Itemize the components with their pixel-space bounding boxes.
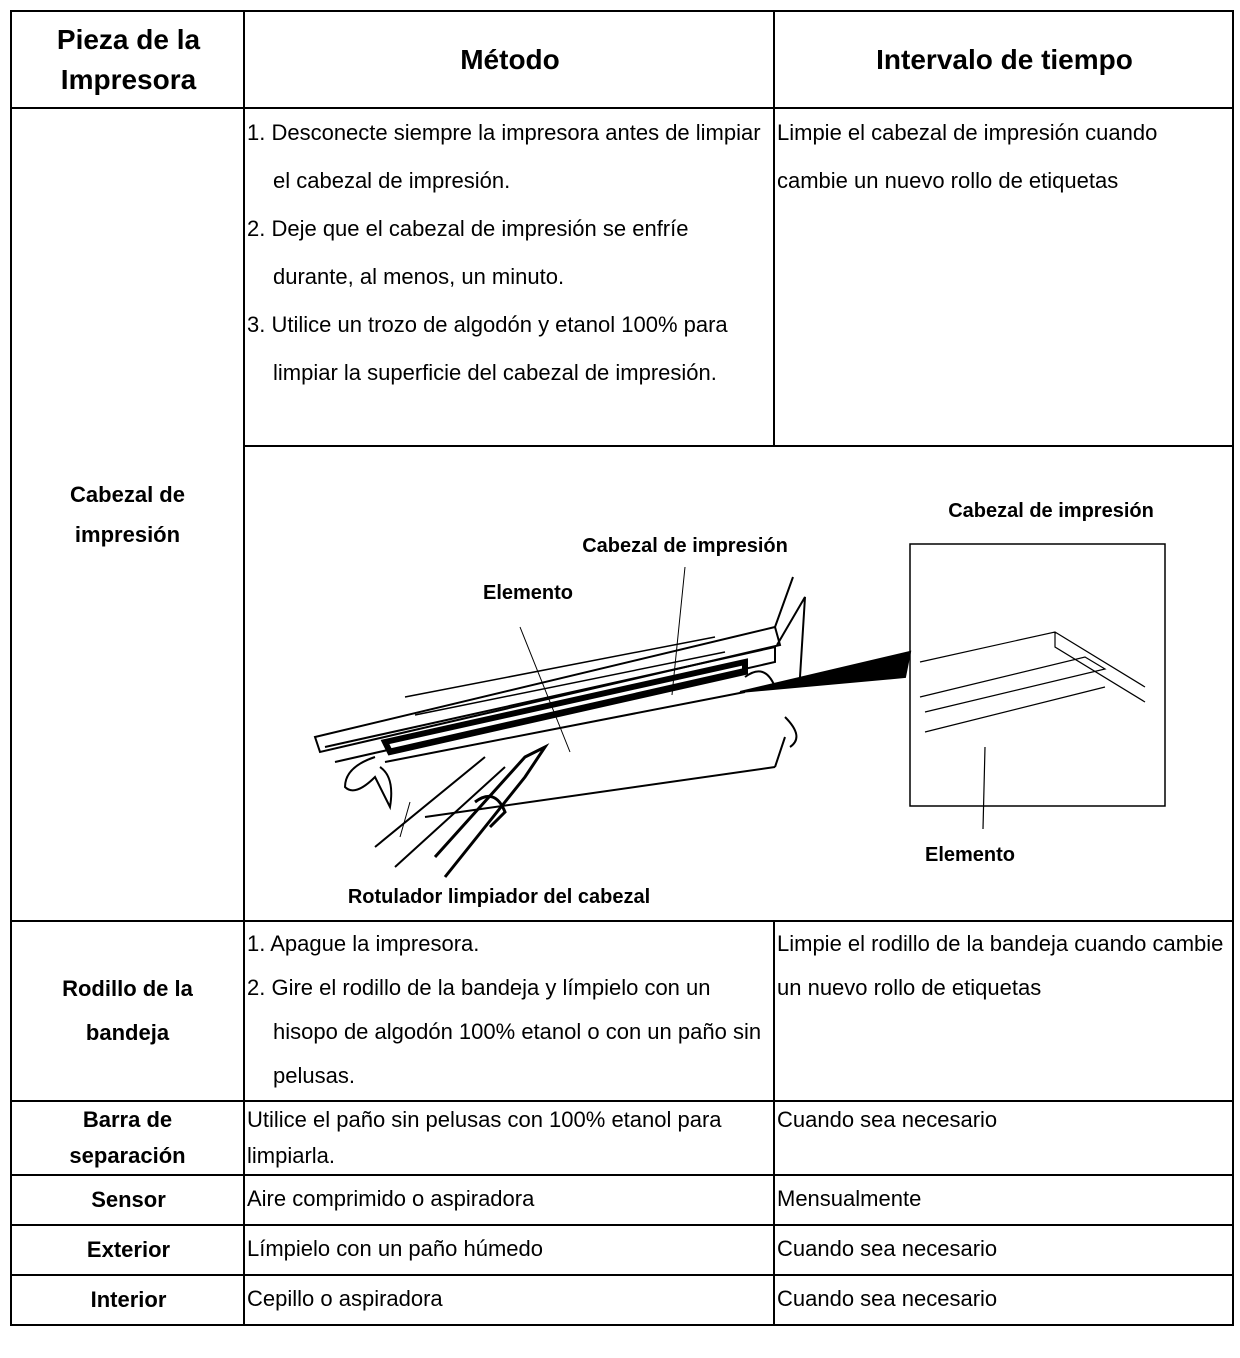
row: Barra de separación Utilice el paño sin … [10,1100,1234,1176]
method-cell: Utilice el paño sin pelusas con 100% eta… [243,1100,775,1176]
header-cell: Método [243,10,775,109]
figure-label: Cabezal de impresión [948,500,1154,522]
header-cell: Pieza de la Impresora [10,10,245,109]
method-cell: Aire comprimido o aspiradora [243,1174,775,1226]
part-cell: Sensor [10,1174,245,1226]
method-cell: 1. Apague la impresora. 2. Gire el rodil… [243,920,775,1102]
row: Cabezal de impresión 1. Desconecte siemp… [10,107,1234,922]
row: Rodillo de la bandeja 1. Apague la impre… [10,920,1234,1102]
method-item: 2. Gire el rodillo de la bandeja y límpi… [247,975,762,1088]
interval-cell: Limpie el rodillo de la bandeja cuando c… [773,920,1234,1102]
figure: Cabezal de impresión Elemento Rotulador … [313,500,1166,908]
row: Exterior Límpielo con un paño húmedo Cua… [10,1224,1234,1276]
part-cell: Rodillo de la bandeja [10,920,245,1102]
method-item: Límpielo con un paño húmedo [247,1236,543,1261]
interval-cell: Limpie el cabezal de impresión cuando ca… [773,107,1234,447]
header-cell: Intervalo de tiempo [773,10,1234,109]
interval-cell: Cuando sea necesario [773,1100,1234,1176]
method-cell: Límpielo con un paño húmedo [243,1224,775,1276]
method-item: Utilice el paño sin pelusas con 100% eta… [247,1107,722,1168]
figure-label: Elemento [483,582,573,604]
method-item: 3. Utilice un trozo de algodón y etanol … [247,312,728,385]
header-row: Pieza de la Impresora Método Intervalo d… [10,10,1234,109]
part-cell: Barra de separación [10,1100,245,1176]
part-cell: Interior [10,1274,245,1326]
figure-label: Cabezal de impresión [582,535,788,557]
method-cell: Cepillo o aspiradora [243,1274,775,1326]
method-item: Aire comprimido o aspiradora [247,1186,535,1211]
method-item: Cepillo o aspiradora [247,1286,443,1311]
interval-cell: Cuando sea necesario [773,1224,1234,1276]
part-cell: Exterior [10,1224,245,1276]
figure-label: Elemento [925,844,1015,866]
figure-label: Rotulador limpiador del cabezal [348,886,650,908]
figure-cell: Cabezal de impresión Elemento Rotulador … [243,445,1234,922]
method-cell: 1. Desconecte siempre la impresora antes… [243,107,775,447]
row: Interior Cepillo o aspiradora Cuando sea… [10,1274,1234,1326]
part-cell: Cabezal de impresión [10,107,245,922]
row: Sensor Aire comprimido o aspiradora Mens… [10,1174,1234,1226]
maintenance-table: Pieza de la Impresora Método Intervalo d… [10,10,1234,1326]
interval-cell: Cuando sea necesario [773,1274,1234,1326]
figure-row: Cabezal de impresión Elemento Rotulador … [11,445,1234,922]
method-item: 2. Deje que el cabezal de impresión se e… [247,216,689,289]
interval-cell: Mensualmente [773,1174,1234,1226]
method-item: 1. Desconecte siempre la impresora antes… [247,120,761,193]
printhead-drawing [313,543,1166,878]
method-item: 1. Apague la impresora. [247,931,480,956]
